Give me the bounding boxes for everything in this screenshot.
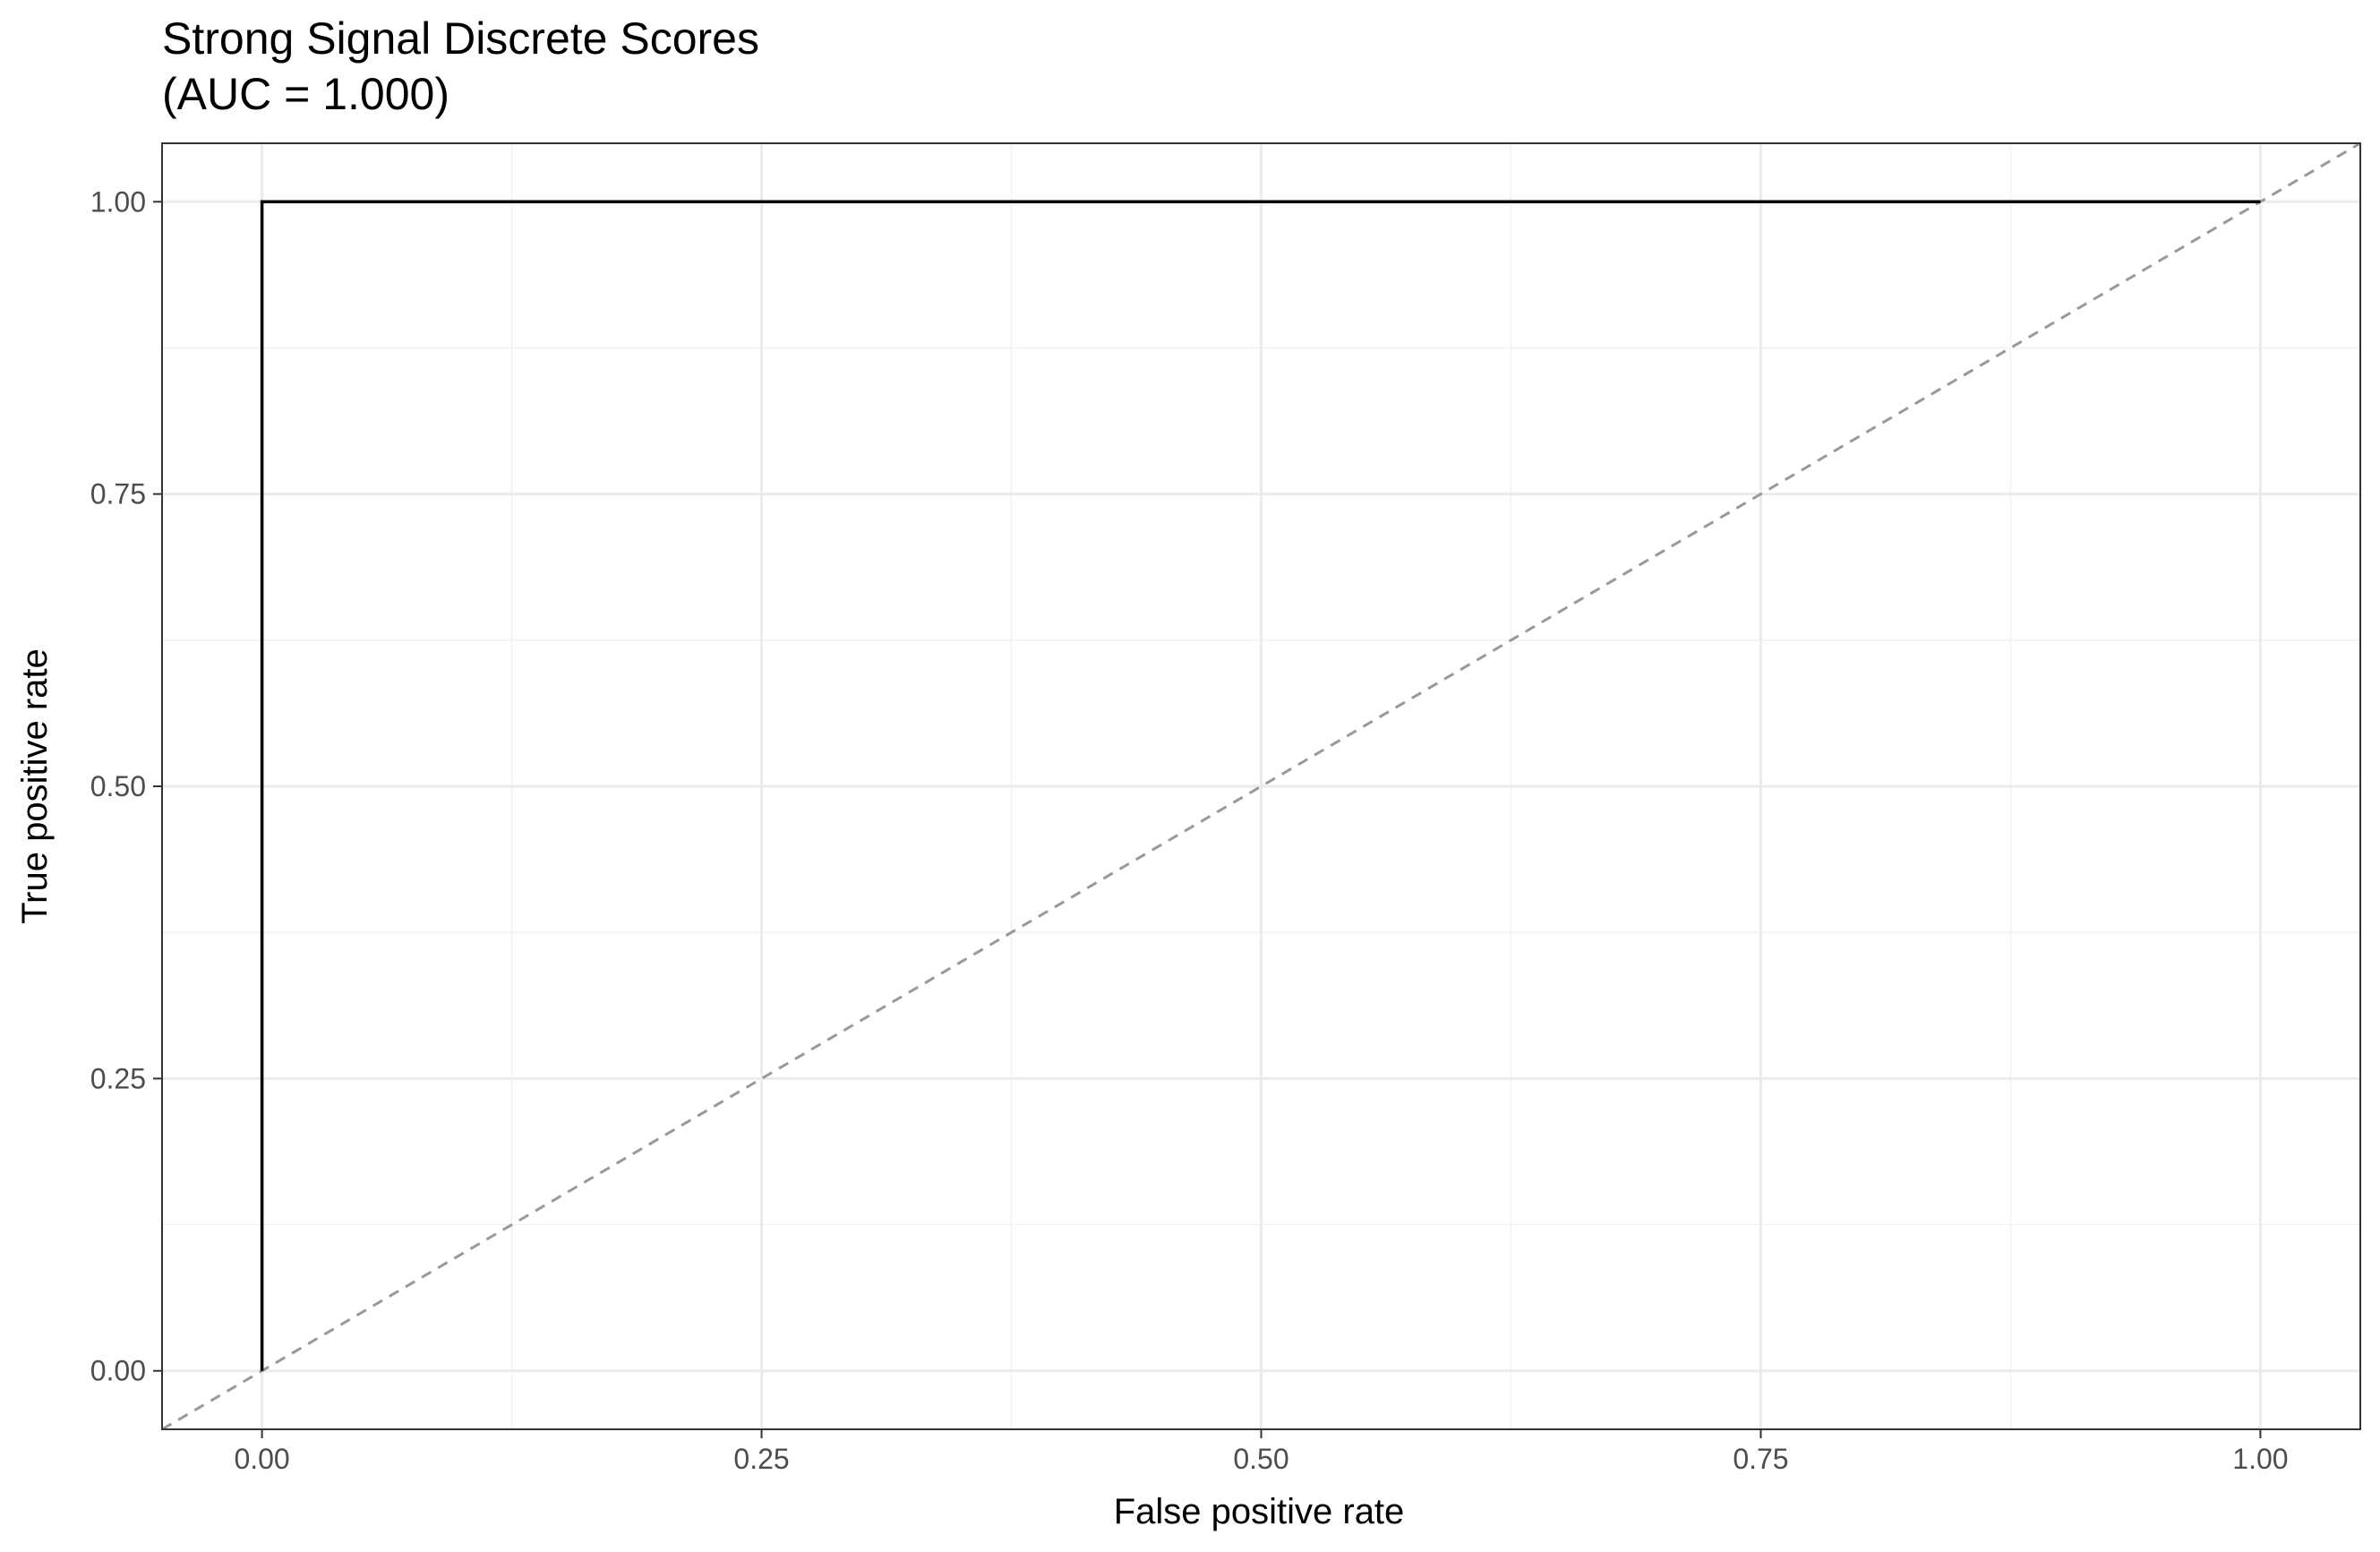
y-axis-title: True positive rate <box>15 648 55 924</box>
y-tick-label: 0.50 <box>90 770 146 802</box>
y-tick-label: 0.75 <box>90 478 146 510</box>
axis-ticks: 0.00 0.25 0.50 0.75 1.00 0.00 0.25 0.50 0.75 1.00 <box>90 185 2289 1475</box>
x-tick-label: 0.25 <box>733 1443 789 1475</box>
y-tick-label: 0.25 <box>90 1062 146 1094</box>
series-layer <box>161 141 2361 1431</box>
roc-curve-line <box>260 200 2261 1371</box>
x-tick-label: 1.00 <box>2232 1443 2288 1475</box>
y-tick-label: 0.00 <box>90 1355 146 1387</box>
chart-title: Strong Signal Discrete Scores <box>162 13 759 64</box>
x-axis-title: False positive rate <box>1114 1492 1405 1531</box>
x-tick-label: 0.75 <box>1733 1443 1788 1475</box>
x-tick-label: 0.50 <box>1233 1443 1288 1475</box>
x-tick-label: 0.00 <box>234 1443 289 1475</box>
chart-subtitle: (AUC = 1.000) <box>162 69 449 119</box>
y-tick-label: 1.00 <box>90 185 146 218</box>
